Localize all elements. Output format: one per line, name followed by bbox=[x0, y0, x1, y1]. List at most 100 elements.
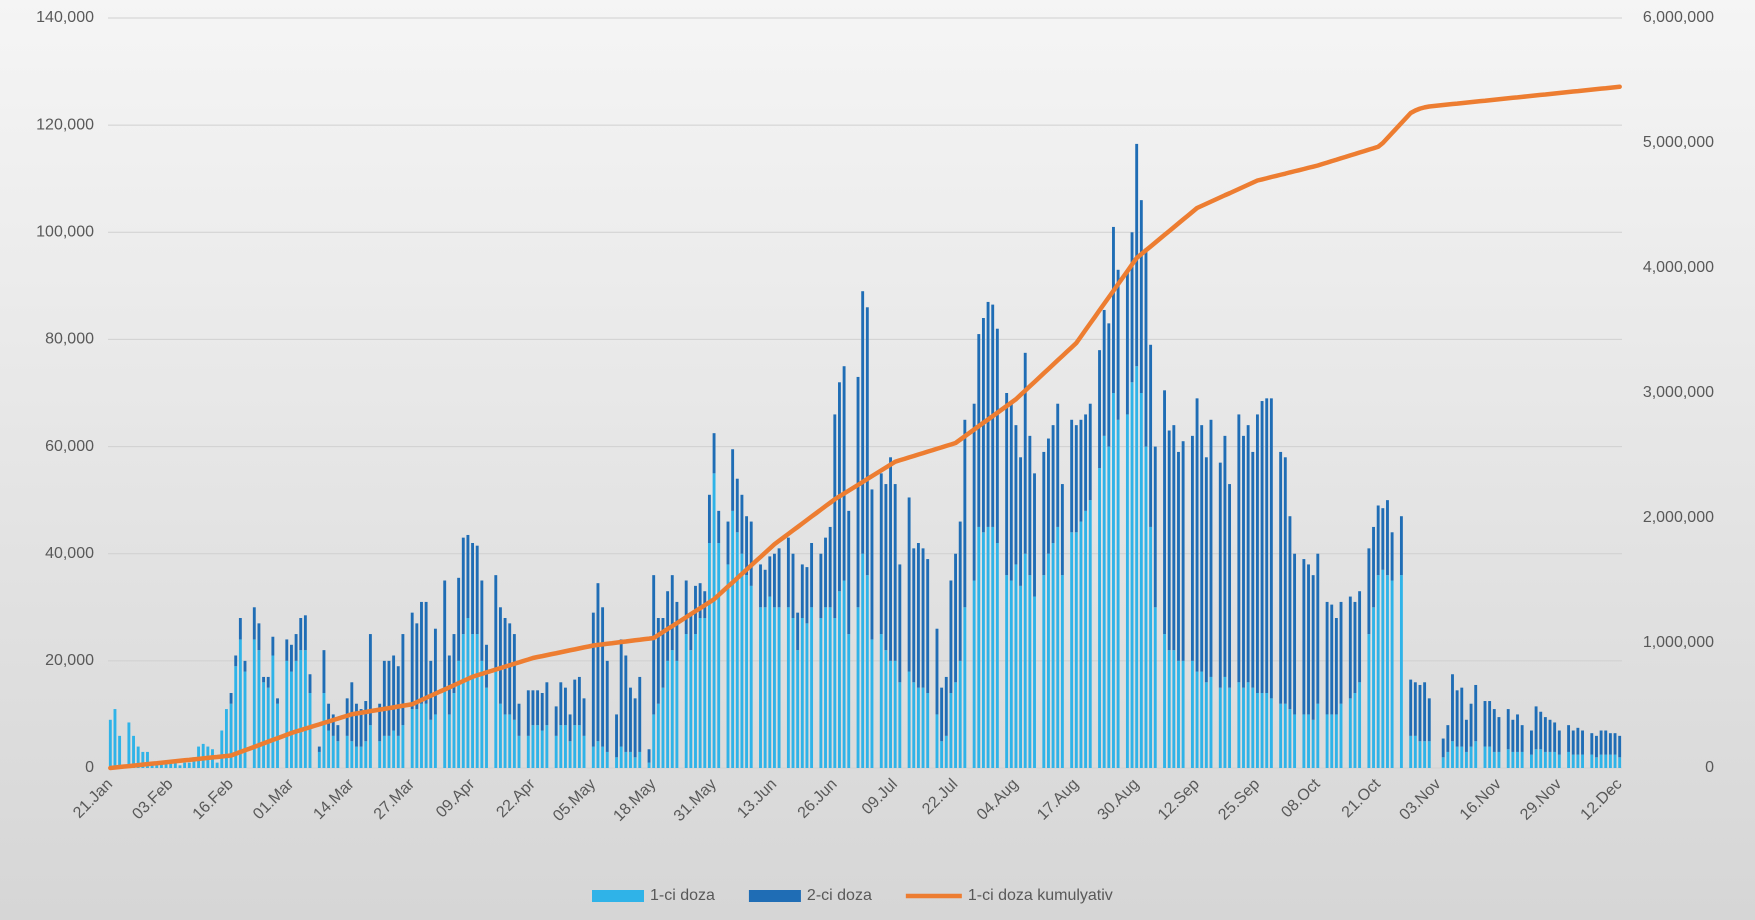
bar bbox=[1023, 352, 1027, 554]
bar bbox=[1293, 553, 1297, 715]
bar bbox=[410, 612, 414, 710]
bar bbox=[531, 725, 535, 768]
bar bbox=[898, 564, 902, 683]
bar bbox=[410, 709, 414, 768]
bar bbox=[480, 660, 484, 768]
bar bbox=[1269, 698, 1273, 768]
bar bbox=[1190, 435, 1194, 661]
bar bbox=[1019, 457, 1023, 586]
bar bbox=[355, 746, 358, 768]
bar bbox=[132, 735, 135, 768]
bar bbox=[1209, 676, 1213, 768]
bar bbox=[1409, 735, 1413, 768]
bar bbox=[1539, 711, 1543, 750]
bar bbox=[1302, 714, 1306, 768]
bar bbox=[1413, 735, 1417, 768]
bar bbox=[810, 543, 814, 608]
bar bbox=[944, 676, 948, 736]
bar bbox=[559, 682, 563, 726]
bar bbox=[786, 607, 790, 768]
bar bbox=[1139, 200, 1143, 393]
bar bbox=[1423, 741, 1427, 768]
bar bbox=[1107, 323, 1111, 447]
legend-label: 2-ci doza bbox=[807, 887, 872, 904]
bar bbox=[856, 376, 860, 608]
bar bbox=[615, 714, 618, 758]
bar bbox=[299, 650, 303, 768]
bar bbox=[1613, 754, 1617, 768]
bar bbox=[591, 746, 595, 768]
bar bbox=[796, 612, 800, 651]
bar bbox=[1177, 660, 1180, 768]
bar bbox=[1367, 548, 1371, 635]
bar bbox=[629, 687, 632, 752]
bar bbox=[568, 741, 572, 768]
bar bbox=[991, 526, 995, 768]
bar bbox=[1255, 693, 1259, 768]
bar bbox=[485, 687, 488, 768]
bar bbox=[1251, 687, 1255, 768]
bar bbox=[981, 532, 985, 768]
legend-label: 1-ci doza kumulyativ bbox=[968, 887, 1113, 904]
bar bbox=[861, 291, 865, 554]
bar bbox=[1149, 526, 1153, 768]
bar bbox=[1209, 419, 1213, 677]
bar bbox=[828, 607, 832, 768]
bar bbox=[1339, 703, 1343, 768]
bar bbox=[466, 534, 470, 618]
bar bbox=[656, 618, 660, 704]
bar bbox=[954, 553, 958, 683]
bar bbox=[1451, 741, 1454, 768]
bar bbox=[1446, 725, 1450, 752]
bar bbox=[712, 473, 716, 768]
bar bbox=[763, 569, 767, 608]
bar bbox=[1381, 508, 1385, 570]
bar bbox=[327, 703, 331, 731]
bar bbox=[633, 698, 637, 758]
y2-tick-label: 2,000,000 bbox=[1643, 509, 1714, 526]
bar bbox=[1311, 575, 1315, 720]
bar bbox=[865, 307, 869, 576]
bar bbox=[118, 735, 122, 768]
bar bbox=[1455, 690, 1459, 747]
bar bbox=[159, 762, 163, 768]
bar bbox=[670, 650, 674, 768]
bar bbox=[1330, 604, 1334, 715]
bar bbox=[1047, 553, 1050, 768]
bar bbox=[1116, 419, 1120, 768]
bar bbox=[1358, 682, 1362, 768]
bar bbox=[545, 725, 549, 768]
bar bbox=[1529, 754, 1533, 768]
bar bbox=[601, 607, 605, 747]
bar bbox=[1204, 682, 1208, 768]
bar bbox=[694, 634, 697, 768]
bar bbox=[768, 556, 772, 597]
y-tick-label: 80,000 bbox=[45, 331, 94, 348]
bar bbox=[1581, 754, 1584, 768]
bar bbox=[1576, 727, 1580, 755]
bar bbox=[564, 725, 567, 768]
bar bbox=[1520, 751, 1524, 768]
bar bbox=[1153, 607, 1157, 768]
bar bbox=[536, 690, 540, 726]
y-tick-label: 60,000 bbox=[45, 438, 94, 455]
bar bbox=[387, 660, 391, 736]
bar bbox=[619, 639, 623, 747]
bar bbox=[1423, 682, 1427, 742]
bar bbox=[833, 618, 837, 768]
bar bbox=[1255, 414, 1259, 693]
bar bbox=[666, 660, 670, 768]
bar bbox=[517, 735, 521, 768]
bar bbox=[1246, 682, 1250, 768]
bar bbox=[893, 660, 897, 768]
bar bbox=[392, 655, 396, 731]
bar bbox=[1042, 451, 1046, 576]
bar bbox=[1441, 757, 1445, 768]
bar bbox=[1441, 738, 1445, 758]
bar bbox=[382, 735, 386, 768]
bar bbox=[1460, 746, 1464, 768]
bar bbox=[1237, 414, 1241, 683]
bar bbox=[433, 714, 437, 768]
bar bbox=[1399, 575, 1403, 768]
bar bbox=[1242, 435, 1245, 688]
